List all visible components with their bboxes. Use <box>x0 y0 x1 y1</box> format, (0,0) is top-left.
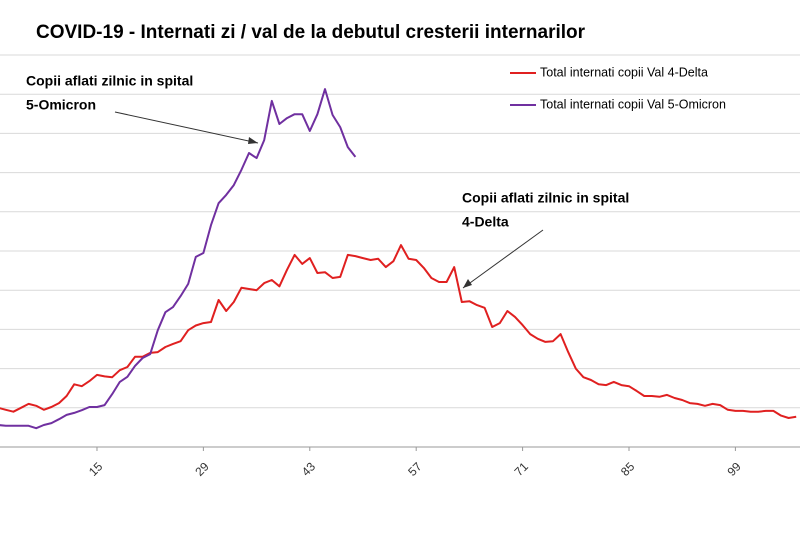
annotation: Copii aflati zilnic in spital <box>26 73 193 89</box>
annotation: 4-Delta <box>462 214 509 230</box>
plot <box>0 88 797 430</box>
legend: Total internati copii Val 4-Delta Total i… <box>510 65 726 111</box>
legend-label: Total internati copii Val 5-Omicron <box>540 97 726 111</box>
arrow-head <box>248 137 258 144</box>
legend-label: Total internati copii Val 4-Delta <box>540 65 708 79</box>
arrow-head <box>463 279 472 288</box>
annotation-arrow <box>114 111 259 144</box>
chart-title: COVID-19 - Internati zi / val de la debu… <box>36 22 586 43</box>
annotation: Copii aflati zilnic in spital <box>462 190 629 206</box>
series-line <box>0 244 797 419</box>
annotation: 5-Omicron <box>26 97 96 113</box>
series-line <box>0 88 357 430</box>
annotation-arrow <box>462 229 544 289</box>
